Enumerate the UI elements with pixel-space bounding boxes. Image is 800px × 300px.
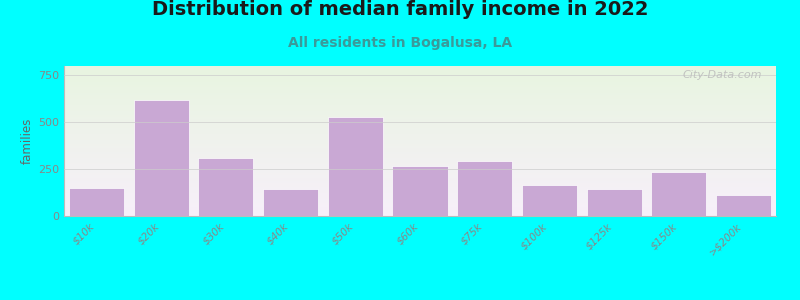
Bar [458,161,512,216]
Bar [69,188,124,216]
Bar [716,195,771,216]
Y-axis label: families: families [21,118,34,164]
Bar [134,100,189,216]
Text: Distribution of median family income in 2022: Distribution of median family income in … [152,0,648,19]
Bar [198,158,254,216]
Bar [651,172,706,216]
Bar [586,189,642,216]
Text: All residents in Bogalusa, LA: All residents in Bogalusa, LA [288,36,512,50]
Text: City-Data.com: City-Data.com [682,70,762,80]
Bar [522,185,577,216]
Bar [263,189,318,216]
Bar [393,166,447,216]
Bar [328,117,382,216]
